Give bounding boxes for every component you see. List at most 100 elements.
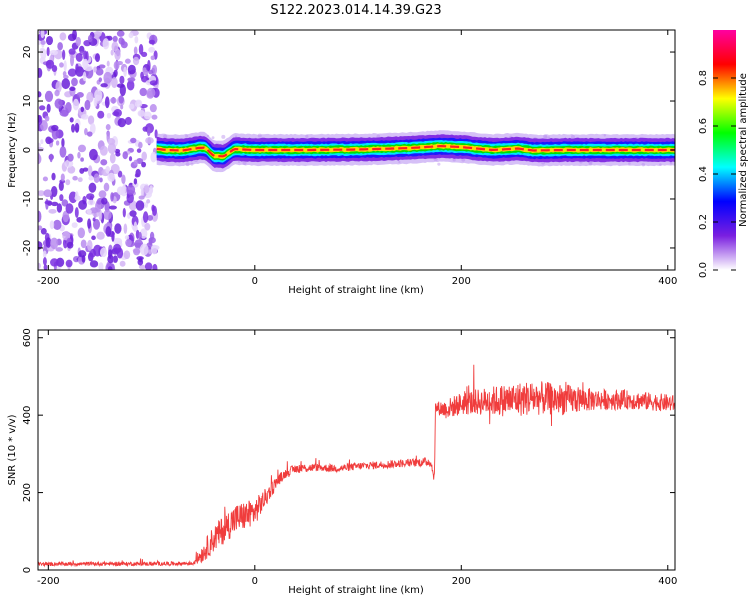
noise-blob <box>71 222 78 229</box>
noise-blob <box>126 184 136 195</box>
y-tick-label: -20 <box>22 240 33 256</box>
noise-blob <box>144 262 153 270</box>
noise-blob <box>107 266 113 270</box>
noise-blob <box>113 243 122 253</box>
y-tick-label: 200 <box>22 483 33 502</box>
spectrogram-y-ticks: -20 -10 0 10 20 <box>22 46 675 256</box>
noise-blob <box>38 67 43 78</box>
noise-blob <box>66 241 74 249</box>
noise-blob <box>110 192 114 202</box>
noise-blob <box>146 87 156 98</box>
noise-blob <box>106 112 112 119</box>
noise-blob <box>62 71 67 77</box>
noise-blob <box>100 83 108 88</box>
noise-blob <box>50 237 59 250</box>
noise-blob <box>133 46 138 55</box>
noise-blob <box>44 90 54 102</box>
x-tick-label: 200 <box>452 276 471 287</box>
colorbar-tick-label: 0.4 <box>698 166 709 182</box>
noise-blob <box>99 247 108 258</box>
snr-series-line <box>38 364 675 568</box>
noise-blob <box>124 235 130 240</box>
noise-blob <box>126 192 134 204</box>
noise-blob <box>117 117 126 128</box>
noise-blob <box>87 239 93 252</box>
x-tick-label: -200 <box>37 576 60 587</box>
noise-blob <box>67 165 76 174</box>
noise-blob <box>38 91 42 98</box>
noise-blob <box>105 165 111 174</box>
noise-blob <box>38 142 41 148</box>
noise-blob <box>141 161 147 168</box>
noise-blob <box>58 181 64 192</box>
noise-blob <box>88 182 97 193</box>
noise-blob <box>55 140 60 146</box>
noise-blob <box>74 207 79 218</box>
noise-blob <box>129 210 137 217</box>
x-tick-label: -200 <box>37 276 60 287</box>
spectrogram-marks <box>38 30 675 270</box>
noise-blob <box>113 60 120 70</box>
noise-blob <box>59 32 67 41</box>
noise-blob <box>49 220 55 230</box>
noise-blob <box>78 45 85 54</box>
colorbar-ticks: 0.0 0.2 0.4 0.6 0.8 <box>698 70 736 278</box>
noise-blob <box>151 114 158 120</box>
noise-blob <box>80 106 85 113</box>
snr-x-axis-label: Height of straight line (km) <box>288 585 424 596</box>
noise-blob <box>110 49 114 56</box>
spectrogram-y-axis-label: Frequency (Hz) <box>7 112 18 188</box>
noise-blob <box>80 157 84 162</box>
noise-blob <box>38 105 46 111</box>
noise-blob <box>142 211 149 223</box>
noise-blob <box>51 124 59 132</box>
noise-blob <box>106 60 110 67</box>
x-tick-label: 400 <box>658 576 677 587</box>
y-tick-label: -10 <box>22 191 33 207</box>
noise-blob <box>127 64 136 75</box>
noise-blob <box>144 222 151 231</box>
noise-blob <box>89 260 99 268</box>
noise-blob <box>112 255 118 263</box>
noise-blob <box>133 178 138 185</box>
noise-blob <box>68 48 76 55</box>
noise-blob <box>50 258 59 267</box>
noise-blob <box>39 47 45 53</box>
noise-blob <box>94 53 101 63</box>
noise-blob <box>107 254 114 264</box>
noise-blob <box>81 255 86 263</box>
noise-blob <box>91 235 96 241</box>
x-tick-label: 200 <box>452 576 471 587</box>
noise-blob <box>75 63 79 73</box>
noise-blob <box>62 49 66 60</box>
y-tick-label: 0 <box>22 147 33 153</box>
noise-blob <box>120 104 124 110</box>
noise-blob <box>59 62 64 68</box>
x-tick-label: 0 <box>252 276 258 287</box>
noise-blob <box>117 170 123 178</box>
ridge-speck <box>221 134 226 139</box>
noise-blob <box>101 197 108 205</box>
noise-blob <box>116 30 125 37</box>
noise-blob <box>71 77 78 87</box>
noise-blob <box>42 250 47 258</box>
noise-blob <box>38 225 43 231</box>
noise-blob <box>70 54 75 67</box>
noise-blob <box>148 46 156 53</box>
noise-blob <box>148 69 154 75</box>
noise-blob <box>59 146 67 158</box>
noise-blob <box>45 237 52 248</box>
noise-blob <box>125 238 132 247</box>
snr-y-axis-label: SNR (10 * v/v) <box>7 414 18 485</box>
noise-blob <box>67 68 77 77</box>
noise-blob <box>48 208 57 214</box>
noise-blob <box>75 191 79 201</box>
noise-blob <box>89 123 96 135</box>
noise-blob <box>38 210 42 223</box>
x-tick-label: 0 <box>252 576 258 587</box>
noise-blob <box>86 131 93 137</box>
noise-blob <box>116 83 125 88</box>
noise-blob <box>84 99 91 111</box>
noise-blob <box>104 96 110 109</box>
noise-blob <box>126 80 135 91</box>
